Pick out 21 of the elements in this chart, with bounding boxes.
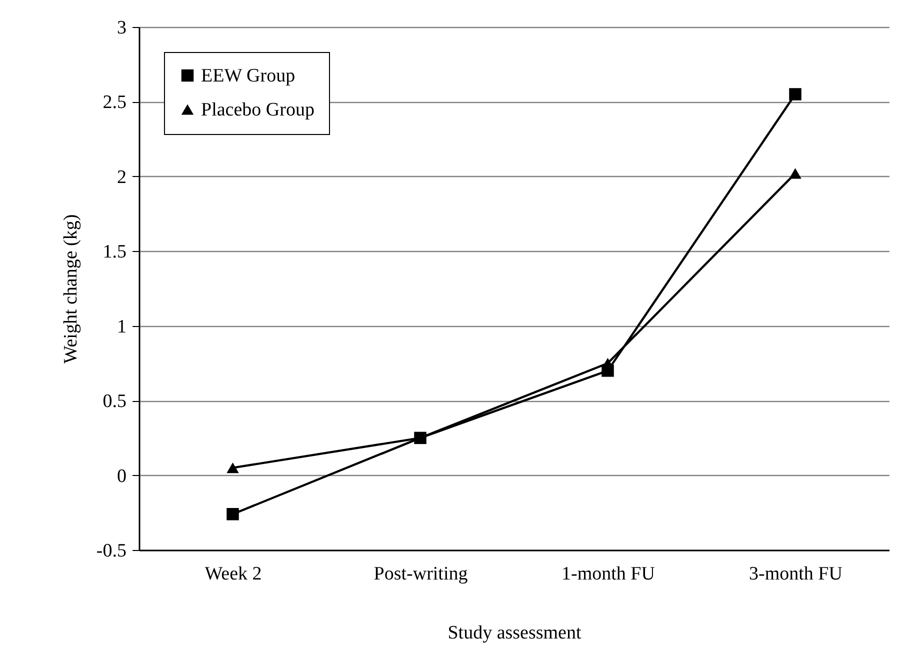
y-tick-label: 0 [117,466,126,487]
point [789,168,802,179]
y-tick-label: -0.5 [96,540,126,562]
legend-label: Placebo Group [201,100,314,120]
point [602,358,614,369]
y-tick-label: 0.5 [102,391,126,412]
y-tick-label: 2.5 [102,92,126,114]
y-tick-label: 3 [117,18,126,38]
y-tick-label: 2 [117,166,126,188]
y-tick-label: 1.5 [102,242,126,263]
y-axis-title: Weight change (kg) [60,214,82,364]
x-tick-label: Post-writing [374,564,468,584]
point [789,88,802,100]
x-axis-title: Study assessment [448,622,582,644]
x-tick-label: Week 2 [204,564,262,584]
x-tick-label: 1-month FU [562,564,656,584]
y-tick-label: 1 [117,316,126,338]
point [226,462,239,474]
point [226,508,239,520]
legend-label: EEW Group [201,66,296,86]
x-tick-label: 3-month FU [749,564,843,584]
